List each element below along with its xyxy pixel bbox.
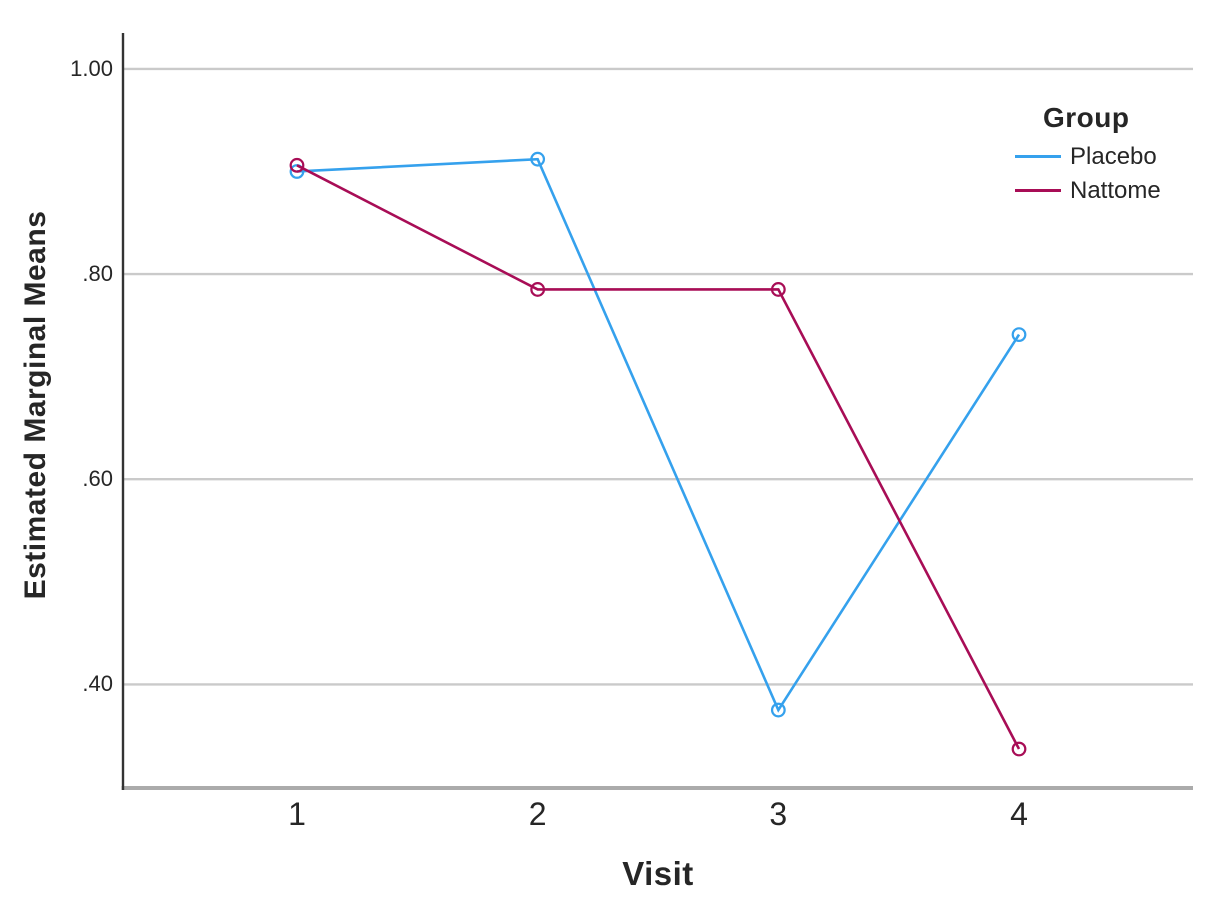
y-tick-label-.80: .80 bbox=[82, 261, 113, 287]
legend-title: Group bbox=[1043, 102, 1130, 133]
data-point-placebo-visit-2 bbox=[530, 151, 546, 167]
legend: Group Placebo Nattome bbox=[1015, 102, 1161, 204]
data-point-placebo-visit-4 bbox=[1011, 327, 1027, 342]
x-tick-label-1: 1 bbox=[288, 796, 306, 832]
legend-item-nattome: Nattome bbox=[1015, 177, 1161, 204]
x-tick-label-2: 2 bbox=[528, 796, 547, 832]
x-tick-label-3: 3 bbox=[769, 796, 788, 832]
legend-item-placebo: Placebo bbox=[1015, 143, 1161, 170]
series-line-placebo bbox=[296, 157, 1021, 713]
data-point-placebo-visit-1 bbox=[289, 164, 305, 179]
y-tick-label-1.00: 1.00 bbox=[70, 55, 113, 81]
legend-items: Placebo Nattome bbox=[1015, 143, 1161, 204]
data-point-nattome-visit-2 bbox=[530, 282, 546, 297]
legend-label-nattome: Nattome bbox=[1070, 177, 1161, 204]
legend-swatch-placebo bbox=[1015, 155, 1061, 158]
legend-swatch-nattome bbox=[1015, 189, 1061, 192]
y-axis-title: Estimated Marginal Means bbox=[19, 210, 52, 600]
legend-label-placebo: Placebo bbox=[1070, 143, 1157, 170]
data-point-nattome-visit-1 bbox=[289, 157, 305, 173]
data-point-placebo-visit-3 bbox=[770, 702, 786, 718]
data-point-nattome-visit-4 bbox=[1011, 741, 1027, 757]
series-line-nattome bbox=[296, 164, 1021, 750]
x-axis-title: Visit bbox=[622, 855, 694, 892]
data-point-nattome-visit-3 bbox=[770, 282, 786, 297]
y-tick-label-.40: .40 bbox=[82, 671, 113, 697]
y-tick-label-.60: .60 bbox=[82, 466, 113, 492]
x-tick-label-4: 4 bbox=[1010, 796, 1028, 832]
